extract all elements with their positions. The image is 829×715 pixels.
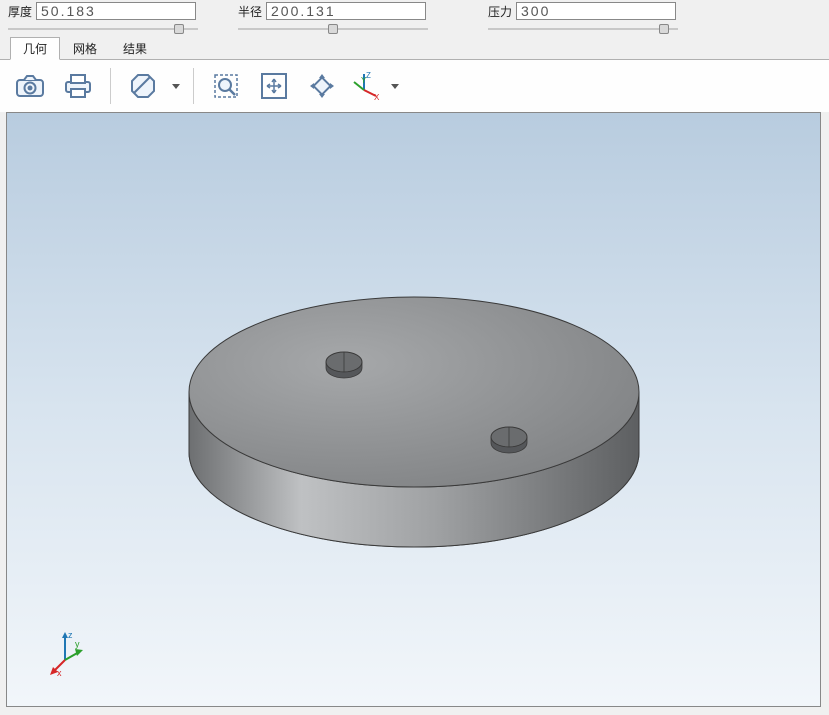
print-button[interactable] — [56, 66, 100, 106]
axes-dropdown[interactable] — [388, 66, 402, 106]
transparency-button[interactable] — [121, 66, 165, 106]
default-view-button[interactable] — [300, 66, 344, 106]
zoom-extents-icon — [258, 70, 290, 102]
parameter-bar: 厚度 半径 压力 — [0, 0, 829, 38]
param-pressure-slider[interactable] — [488, 22, 678, 36]
param-thickness: 厚度 — [8, 2, 198, 36]
param-thickness-input[interactable] — [36, 2, 196, 20]
toolbar-separator — [110, 68, 111, 104]
axis-x-label: x — [57, 668, 62, 678]
param-thickness-slider[interactable] — [8, 22, 198, 36]
param-radius-input[interactable] — [266, 2, 426, 20]
param-thickness-label: 厚度 — [8, 3, 32, 20]
viewport-3d[interactable]: z x y — [6, 112, 821, 707]
param-radius-label: 半径 — [238, 3, 262, 20]
axes-orientation-button[interactable]: Z X Y — [348, 66, 384, 106]
camera-button[interactable] — [8, 66, 52, 106]
tab-geometry[interactable]: 几何 — [10, 37, 60, 60]
axis-triad-small: z x y — [47, 628, 97, 678]
axes-icon: Z X Y — [350, 70, 382, 102]
svg-text:Z: Z — [366, 71, 371, 80]
param-radius-slider[interactable] — [238, 22, 428, 36]
param-pressure-label: 压力 — [488, 3, 512, 20]
param-pressure-input[interactable] — [516, 2, 676, 20]
rotate-icon — [306, 70, 338, 102]
zoom-window-icon — [210, 70, 242, 102]
camera-icon — [14, 70, 46, 102]
toolbar: Z X Y — [0, 60, 829, 112]
tab-mesh[interactable]: 网格 — [60, 37, 110, 59]
svg-text:X: X — [374, 93, 380, 102]
param-pressure: 压力 — [488, 2, 678, 36]
transparency-dropdown[interactable] — [169, 66, 183, 106]
tab-results[interactable]: 结果 — [110, 37, 160, 59]
param-radius: 半径 — [238, 2, 428, 36]
disc-model — [154, 202, 674, 602]
svg-text:Y: Y — [361, 76, 367, 85]
zoom-window-button[interactable] — [204, 66, 248, 106]
print-icon — [62, 70, 94, 102]
axis-y-label: y — [75, 639, 80, 649]
zoom-extents-button[interactable] — [252, 66, 296, 106]
tab-bar: 几何 网格 结果 — [0, 38, 829, 60]
axis-z-label: z — [68, 630, 73, 640]
octagon-icon — [127, 70, 159, 102]
toolbar-separator — [193, 68, 194, 104]
